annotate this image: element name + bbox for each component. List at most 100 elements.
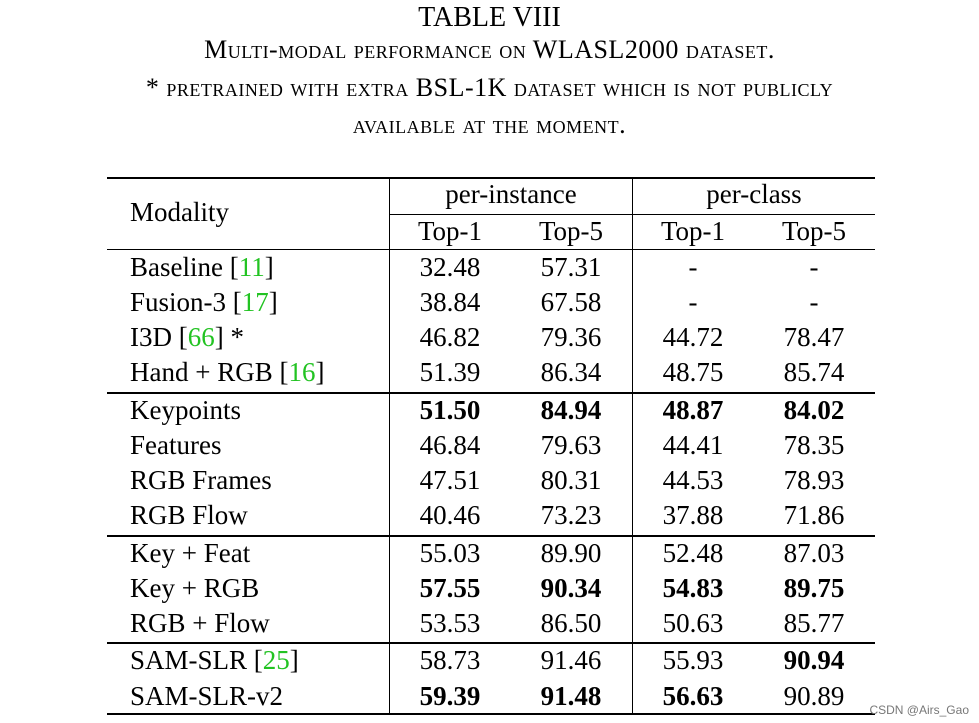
table-cell: - <box>688 287 698 317</box>
header-rule <box>107 249 875 250</box>
table-cell: 47.51 <box>419 465 481 495</box>
per-instance-header: per-instance <box>445 179 577 209</box>
table-cell: 55.03 <box>419 538 481 568</box>
row-label: I3D [66] * <box>130 322 245 352</box>
citation-link[interactable]: 11 <box>238 252 265 282</box>
method-name: RGB + Flow <box>130 608 270 638</box>
per-class-header: per-class <box>706 179 802 209</box>
section-rule-3 <box>107 642 875 644</box>
table-cell: 86.34 <box>540 357 602 387</box>
table-cell: 85.77 <box>783 608 845 638</box>
table-cell: 84.94 <box>540 395 602 425</box>
table-cell: 73.23 <box>540 500 602 530</box>
table-cell: 56.63 <box>662 681 724 711</box>
table-caption-line2: * pretrained with extra BSL-1K dataset w… <box>145 73 834 102</box>
row-label: SAM-SLR-v2 <box>130 680 283 712</box>
table-cell: 57.55 <box>419 573 481 603</box>
table-cell: 32.48 <box>419 252 481 282</box>
row-label: SAM-SLR [25] <box>130 645 299 675</box>
table-cell: 78.47 <box>783 322 845 352</box>
citation-link[interactable]: 66 <box>187 322 215 352</box>
bottom-rule <box>107 713 875 715</box>
method-name: RGB Flow <box>130 500 248 530</box>
row-label: Keypoints <box>130 394 241 426</box>
citation-link[interactable]: 25 <box>262 645 290 675</box>
method-name: Features <box>130 430 222 460</box>
table-cell: - <box>809 287 819 317</box>
table-cell: 48.87 <box>662 395 724 425</box>
method-name: Fusion-3 <box>130 287 227 317</box>
row-label: Key + RGB <box>130 572 259 604</box>
vline-modality <box>389 177 390 714</box>
table-cell: 89.75 <box>783 573 845 603</box>
table-cell: 54.83 <box>662 573 724 603</box>
method-name: Key + RGB <box>130 573 260 603</box>
table-cell: 57.31 <box>540 252 602 282</box>
table-cell: 46.82 <box>419 322 481 352</box>
sub-header-instance-top1: Top-1 <box>417 216 483 246</box>
sub-header-instance-top5: Top-5 <box>538 216 604 246</box>
table-cell: 80.31 <box>540 465 602 495</box>
table-cell: 78.93 <box>783 465 845 495</box>
citation-link[interactable]: 16 <box>288 357 316 387</box>
modality-header: Modality <box>130 197 229 227</box>
table-cell: 52.48 <box>662 538 724 568</box>
method-name: Key + Feat <box>130 538 251 568</box>
sub-header-class-top1: Top-1 <box>660 216 726 246</box>
section-rule-1 <box>107 392 875 394</box>
table-cell: 51.50 <box>419 395 481 425</box>
table-cell: 59.39 <box>419 681 481 711</box>
table-cell: 87.03 <box>783 538 845 568</box>
table-cell: 40.46 <box>419 500 481 530</box>
row-label: Hand + RGB [16] <box>130 357 325 387</box>
table-cell: 90.89 <box>783 681 845 711</box>
row-label: RGB Flow <box>130 499 248 531</box>
method-name: Hand + RGB <box>130 357 273 387</box>
row-label: Fusion-3 [17] <box>130 287 278 317</box>
table-cell: 90.34 <box>540 573 602 603</box>
table-cell: 46.84 <box>419 430 481 460</box>
table-cell: 79.63 <box>540 430 602 460</box>
sub-header-class-top5: Top-5 <box>781 216 847 246</box>
table-cell: 38.84 <box>419 287 481 317</box>
table-cell: 58.73 <box>419 645 481 675</box>
table-cell: - <box>688 252 698 282</box>
table-label: TABLE VIII <box>418 2 561 33</box>
row-label: RGB + Flow <box>130 607 270 639</box>
method-name: SAM-SLR-v2 <box>130 681 284 711</box>
method-name: I3D <box>130 322 172 352</box>
table-caption-line1: Multi-modal performance on WLASL2000 dat… <box>204 35 775 64</box>
table-cell: 78.35 <box>783 430 845 460</box>
table-cell: 44.41 <box>662 430 724 460</box>
table-cell: 90.94 <box>783 645 845 675</box>
table-cell: 91.48 <box>540 681 602 711</box>
row-label: Key + Feat <box>130 537 250 569</box>
table-cell: 53.53 <box>419 608 481 638</box>
table-cell: 85.74 <box>783 357 845 387</box>
table-cell: 37.88 <box>662 500 724 530</box>
row-label: Features <box>130 429 221 461</box>
method-name: RGB Frames <box>130 465 272 495</box>
table-cell: 48.75 <box>662 357 724 387</box>
table-cell: 44.53 <box>662 465 724 495</box>
row-label: Baseline [11] <box>130 252 274 282</box>
table-cell: 91.46 <box>540 645 602 675</box>
pretrain-marker: * <box>223 322 245 352</box>
method-name: Baseline <box>130 252 223 282</box>
table-cell: - <box>809 252 819 282</box>
table-caption-line3: available at the moment. <box>352 110 627 139</box>
table-cell: 71.86 <box>783 500 845 530</box>
method-name: SAM-SLR <box>130 645 248 675</box>
row-label: RGB Frames <box>130 464 272 496</box>
watermark: CSDN @Airs_Gao <box>869 703 969 717</box>
table-cell: 50.63 <box>662 608 724 638</box>
table-cell: 79.36 <box>540 322 602 352</box>
table-cell: 51.39 <box>419 357 481 387</box>
section-rule-2 <box>107 535 875 537</box>
table-cell: 67.58 <box>540 287 602 317</box>
method-name: Keypoints <box>130 395 241 425</box>
citation-link[interactable]: 17 <box>241 287 269 317</box>
table-cell: 84.02 <box>783 395 845 425</box>
table-cell: 44.72 <box>662 322 724 352</box>
vline-groups <box>632 177 633 714</box>
